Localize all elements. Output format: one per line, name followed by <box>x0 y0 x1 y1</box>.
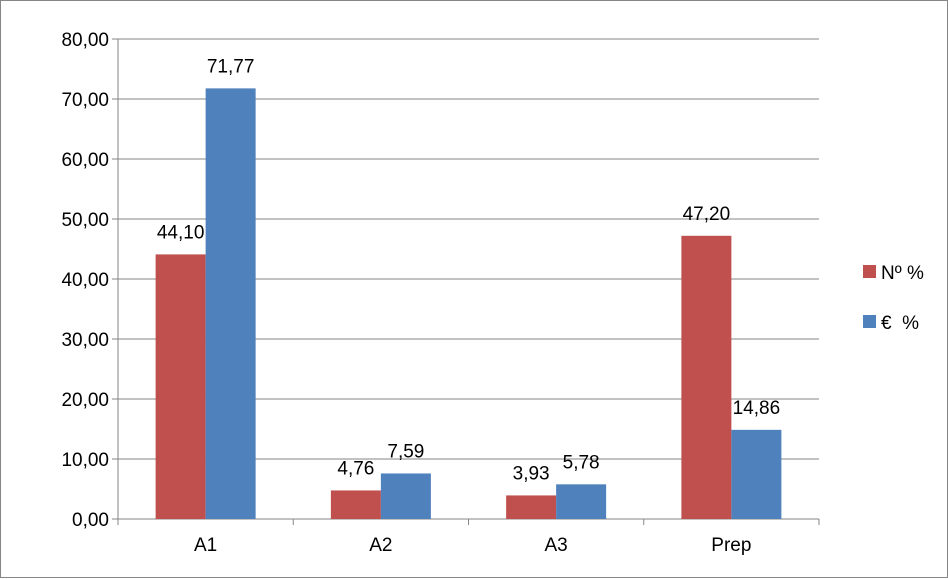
bar-count-pct-a1 <box>155 254 206 519</box>
data-label: 3,93 <box>513 463 550 484</box>
data-label: 47,20 <box>683 204 731 225</box>
bar-count-pct-a3 <box>506 495 557 519</box>
x-tick-label: Prep <box>711 535 751 556</box>
y-tick-label: 0,00 <box>72 510 109 531</box>
y-tick-label: 10,00 <box>61 450 109 471</box>
axes: 0,00 10,00 20,00 30,00 40,00 50,00 60,00 70,00 8… <box>61 30 820 556</box>
x-tick-label: A1 <box>194 535 217 556</box>
legend-label: Nº % <box>881 263 924 284</box>
bar-count-pct-prep <box>681 235 732 520</box>
data-label: 5,78 <box>563 452 600 473</box>
data-label: 4,76 <box>337 458 374 479</box>
data-label: 71,77 <box>207 56 255 77</box>
x-tick-label: A3 <box>545 535 568 556</box>
y-tick-label: 40,00 <box>61 270 109 291</box>
y-tick-label: 20,00 <box>61 390 109 411</box>
bar-count-pct-a2 <box>330 490 381 519</box>
legend-swatch <box>863 315 876 328</box>
data-label: 44,10 <box>157 222 205 243</box>
legend-swatch <box>863 265 876 278</box>
y-tick-label: 30,00 <box>61 330 109 351</box>
bars <box>155 88 782 520</box>
data-label: 7,59 <box>387 441 424 462</box>
bar-euro-pct-prep <box>731 429 782 519</box>
legend: Nº % € % <box>863 263 924 334</box>
data-label: 14,86 <box>733 398 781 419</box>
bar-euro-pct-a2 <box>380 473 431 519</box>
legend-label: € % <box>881 313 919 334</box>
x-tick-label: A2 <box>369 535 392 556</box>
y-tick-label: 60,00 <box>61 150 109 171</box>
y-tick-label: 70,00 <box>61 90 109 111</box>
y-tick-label: 50,00 <box>61 210 109 231</box>
bar-euro-pct-a3 <box>556 484 607 519</box>
data-labels: 44,10 71,77 4,76 7,59 3,93 5,78 47,20 14,86 <box>157 56 780 484</box>
bar-euro-pct-a1 <box>205 88 256 519</box>
y-tick-label: 80,00 <box>61 30 109 51</box>
